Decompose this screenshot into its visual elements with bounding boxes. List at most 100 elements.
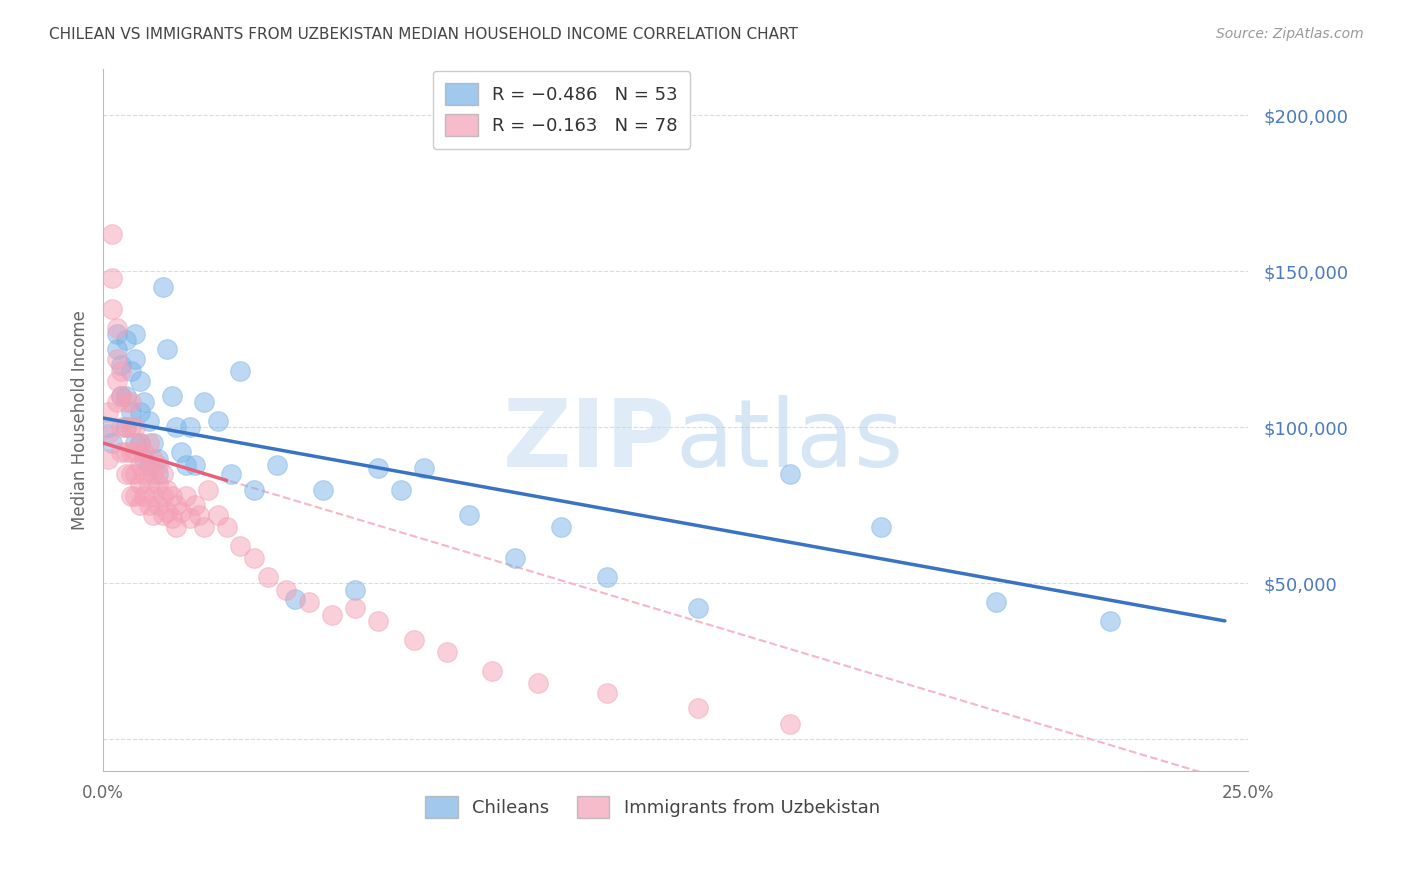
Point [97, 426, 120, 441]
Point [124, 326, 146, 341]
Point [124, 445, 146, 459]
Point [870, 520, 893, 534]
Point [105, 395, 128, 409]
Point [105, 343, 128, 357]
Point [134, 395, 156, 409]
Point [257, 570, 280, 584]
Point [160, 511, 183, 525]
Point [367, 614, 389, 628]
Point [105, 374, 128, 388]
Point [115, 395, 138, 409]
Point [160, 389, 183, 403]
Point [215, 520, 238, 534]
Point [115, 420, 138, 434]
Point [197, 483, 219, 497]
Point [138, 436, 160, 450]
Point [124, 489, 146, 503]
Point [404, 632, 426, 647]
Point [527, 676, 550, 690]
Point [152, 508, 174, 522]
Point [367, 461, 389, 475]
Point [170, 445, 193, 459]
Point [458, 508, 481, 522]
Point [110, 358, 132, 372]
Point [146, 458, 169, 472]
Point [183, 458, 205, 472]
Point [170, 505, 193, 519]
Point [503, 551, 526, 566]
Point [243, 483, 266, 497]
Point [688, 701, 710, 715]
Point [101, 270, 124, 285]
Point [343, 601, 366, 615]
Point [134, 451, 156, 466]
Point [142, 436, 165, 450]
Point [101, 227, 124, 241]
Text: CHILEAN VS IMMIGRANTS FROM UZBEKISTAN MEDIAN HOUSEHOLD INCOME CORRELATION CHART: CHILEAN VS IMMIGRANTS FROM UZBEKISTAN ME… [49, 27, 799, 42]
Point [229, 539, 252, 553]
Point [188, 508, 211, 522]
Point [142, 467, 165, 482]
Point [984, 595, 1007, 609]
Point [298, 595, 321, 609]
Point [128, 436, 150, 450]
Point [124, 467, 146, 482]
Point [138, 458, 160, 472]
Point [156, 343, 179, 357]
Point [207, 414, 229, 428]
Point [110, 420, 132, 434]
Point [120, 395, 142, 409]
Point [128, 499, 150, 513]
Point [115, 420, 138, 434]
Legend: Chileans, Immigrants from Uzbekistan: Chileans, Immigrants from Uzbekistan [418, 789, 887, 825]
Point [146, 499, 169, 513]
Point [105, 351, 128, 366]
Point [550, 520, 572, 534]
Point [142, 508, 165, 522]
Point [412, 461, 434, 475]
Point [128, 374, 150, 388]
Point [266, 458, 288, 472]
Point [134, 445, 156, 459]
Point [128, 476, 150, 491]
Point [146, 467, 169, 482]
Point [142, 489, 165, 503]
Point [284, 592, 307, 607]
Point [160, 489, 183, 503]
Point [688, 601, 710, 615]
Point [183, 499, 205, 513]
Point [174, 458, 197, 472]
Text: atlas: atlas [675, 394, 904, 487]
Point [101, 436, 124, 450]
Point [174, 489, 197, 503]
Point [110, 445, 132, 459]
Point [97, 405, 120, 419]
Point [115, 333, 138, 347]
Point [165, 499, 187, 513]
Point [97, 420, 120, 434]
Point [343, 582, 366, 597]
Point [97, 451, 120, 466]
Point [146, 476, 169, 491]
Point [312, 483, 335, 497]
Point [110, 389, 132, 403]
Point [115, 445, 138, 459]
Point [120, 489, 142, 503]
Point [221, 467, 243, 482]
Point [276, 582, 298, 597]
Point [124, 420, 146, 434]
Point [134, 489, 156, 503]
Point [128, 436, 150, 450]
Point [101, 301, 124, 316]
Point [120, 467, 142, 482]
Point [156, 483, 179, 497]
Point [120, 405, 142, 419]
Point [124, 351, 146, 366]
Point [124, 436, 146, 450]
Point [243, 551, 266, 566]
Point [110, 389, 132, 403]
Point [779, 467, 801, 482]
Point [596, 686, 619, 700]
Point [165, 420, 187, 434]
Point [321, 607, 343, 622]
